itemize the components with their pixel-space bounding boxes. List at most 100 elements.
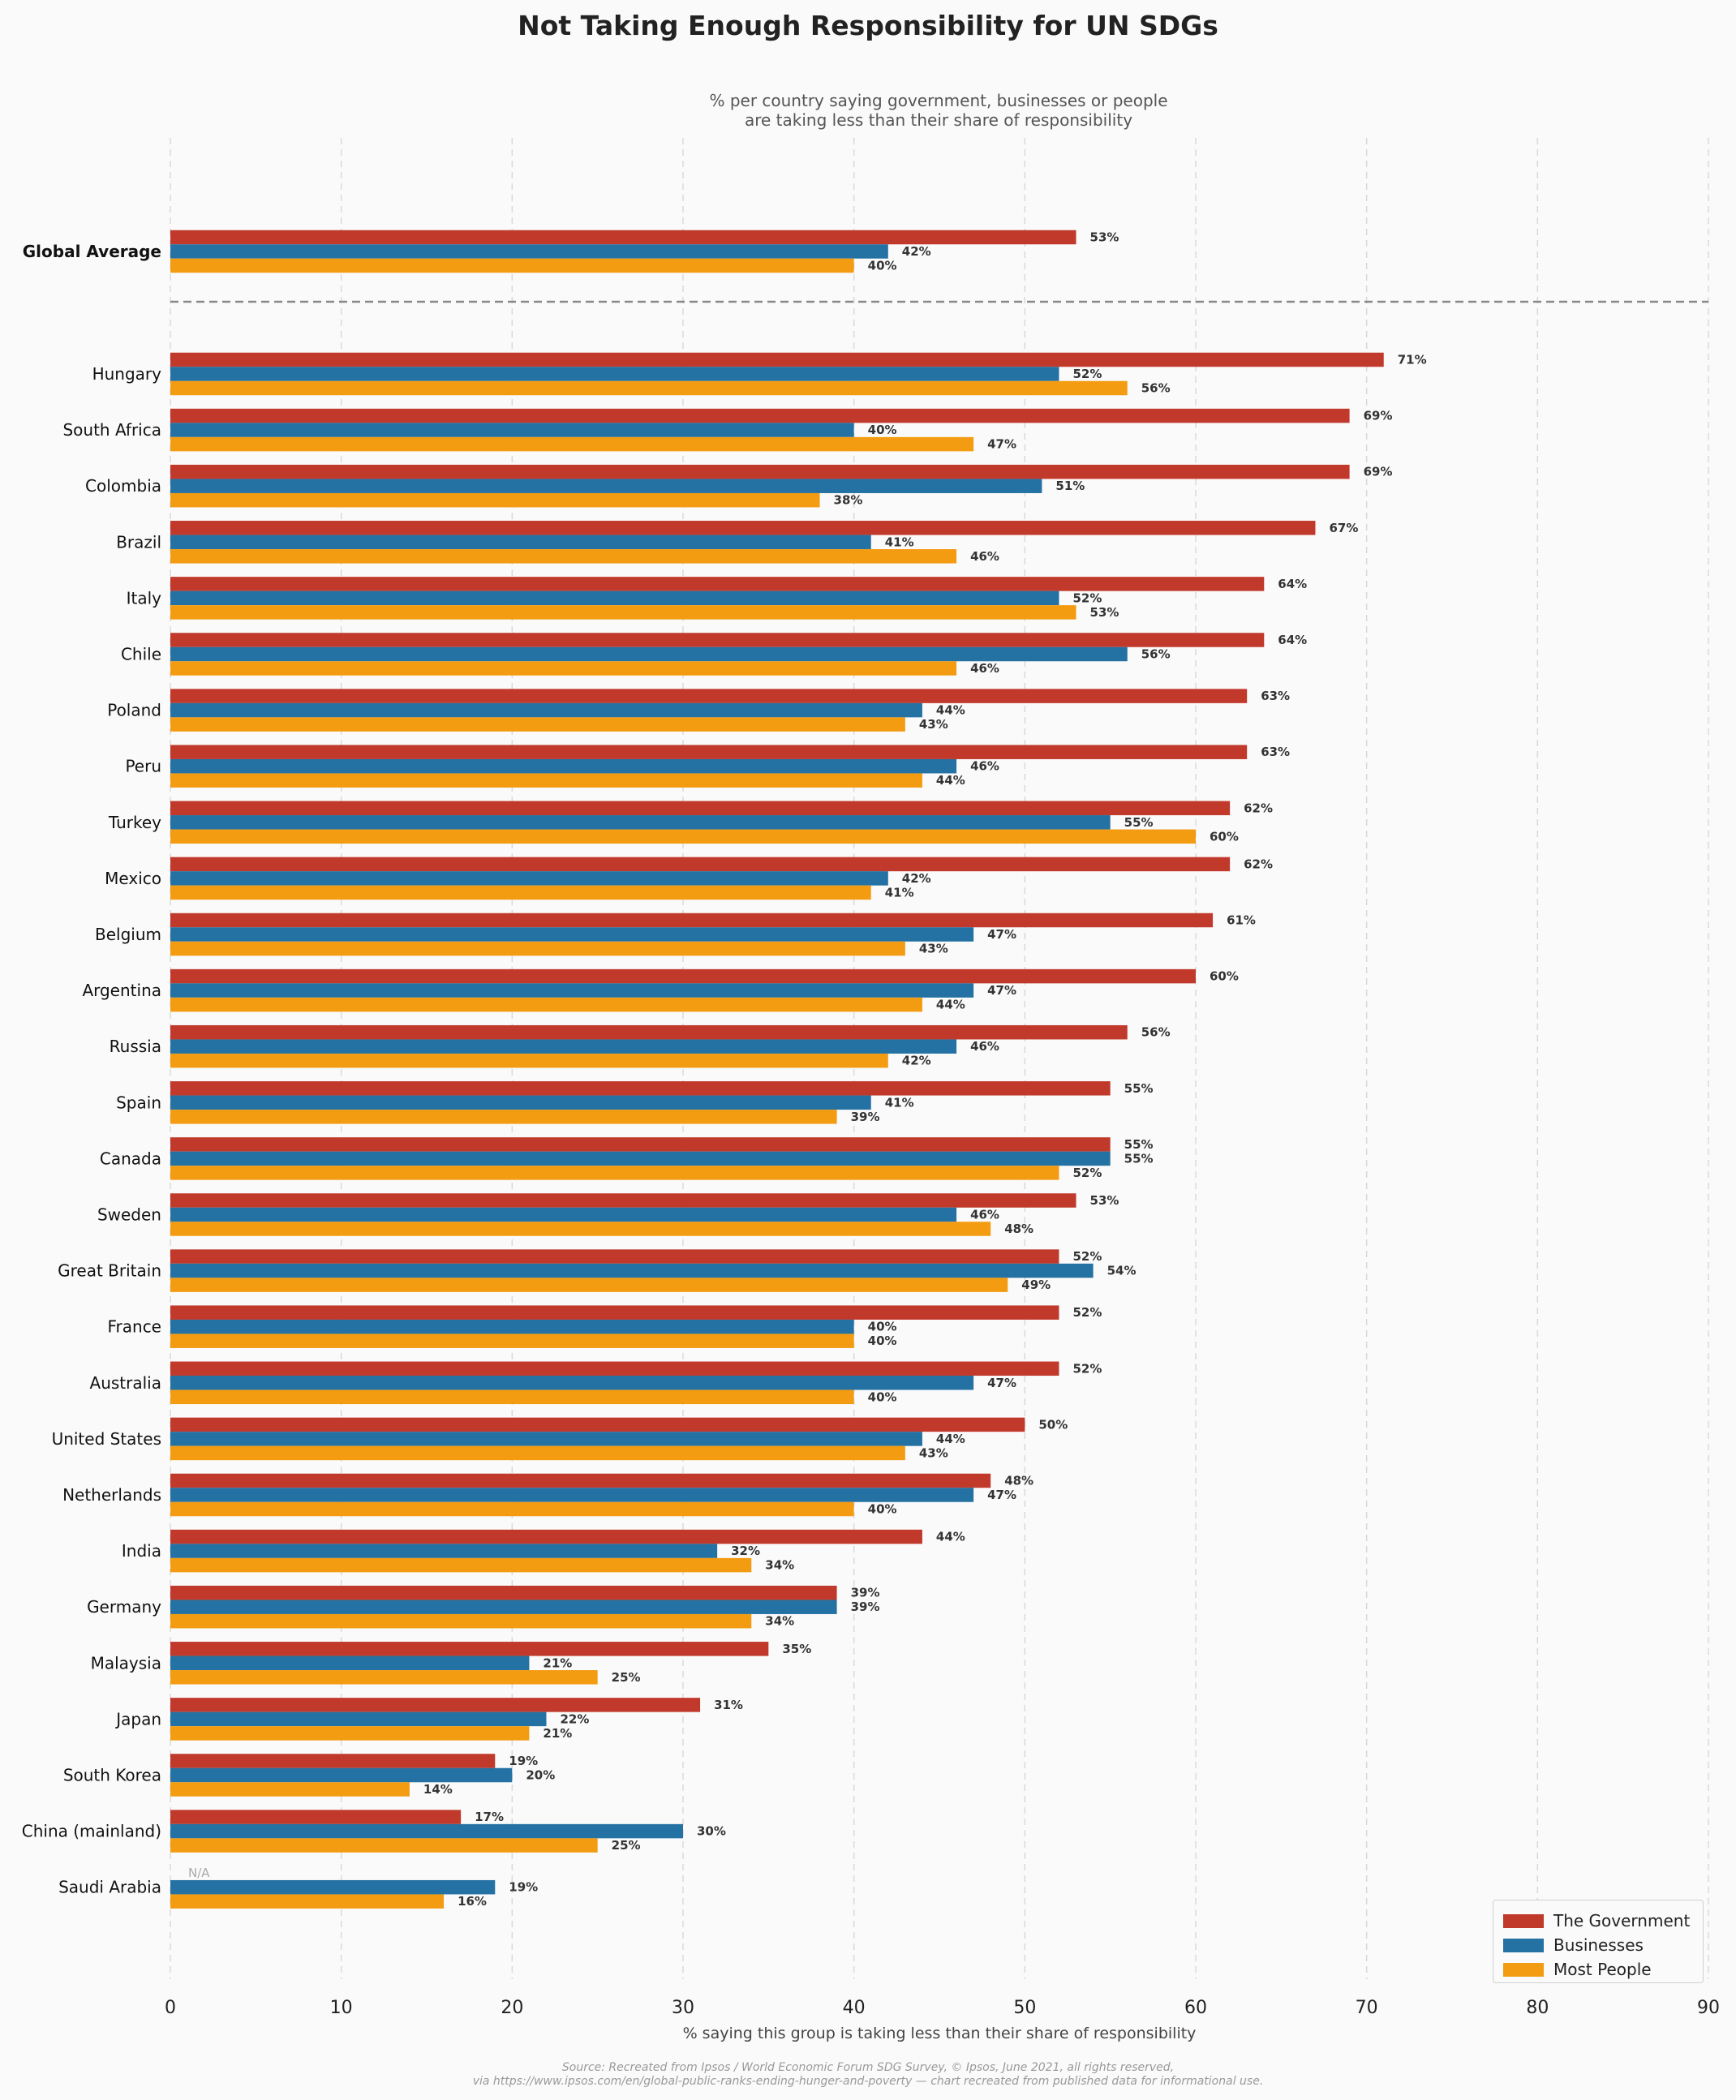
value-label: 43%: [919, 1445, 948, 1460]
value-label: 40%: [868, 259, 897, 273]
value-label: 38%: [834, 493, 863, 508]
value-label: 21%: [543, 1726, 572, 1741]
value-label: 56%: [1141, 381, 1171, 396]
value-label: 47%: [987, 1488, 1016, 1502]
bar: [170, 1501, 854, 1517]
bar: [170, 1557, 752, 1573]
bar: [170, 1473, 991, 1488]
bar: [170, 1698, 701, 1712]
bar: [170, 1670, 598, 1685]
bar: [170, 1081, 1111, 1096]
bar: [170, 801, 1231, 816]
bar: [170, 479, 1042, 493]
value-label: 46%: [970, 759, 999, 774]
bar: [170, 258, 854, 273]
legend-item-businesses: Businesses: [1503, 1933, 1693, 1957]
bar: [170, 1711, 547, 1727]
bar: [170, 1263, 1094, 1278]
chart-title: Not Taking Enough Responsibility for UN …: [518, 10, 1218, 41]
source-line: via https://www.ipsos.com/en/global-publ…: [472, 2075, 1264, 2088]
value-label: 40%: [868, 1320, 897, 1334]
value-label: 55%: [1124, 1081, 1154, 1096]
value-label: 63%: [1261, 689, 1290, 703]
bar: [170, 535, 871, 550]
category-label: Australia: [90, 1373, 161, 1393]
bar: [170, 1166, 1059, 1180]
bar: [170, 1656, 530, 1671]
bar: [170, 717, 905, 732]
value-label: 51%: [1055, 479, 1085, 493]
legend-swatch: [1503, 1938, 1544, 1952]
x-tick-label: 20: [501, 1998, 523, 2018]
bar: [170, 661, 957, 676]
category-label: Saudi Arabia: [58, 1878, 161, 1897]
value-label: 64%: [1278, 633, 1307, 647]
bar: [170, 492, 820, 508]
value-label: 52%: [1072, 590, 1102, 605]
value-label: 44%: [936, 1530, 965, 1544]
category-label: Canada: [100, 1149, 161, 1168]
value-label: 41%: [885, 535, 914, 549]
value-label: 64%: [1278, 577, 1307, 591]
bar: [170, 1529, 922, 1544]
category-label: Russia: [110, 1037, 161, 1056]
bar: [170, 815, 1111, 830]
bar: [170, 646, 1128, 662]
value-label: 60%: [1210, 829, 1239, 844]
value-label: 34%: [765, 1614, 794, 1629]
value-label: 49%: [1021, 1278, 1051, 1292]
bar: [170, 230, 1076, 245]
category-label: Mexico: [105, 869, 161, 888]
value-label: 17%: [475, 1810, 504, 1824]
bar: [170, 1642, 769, 1656]
bar: [170, 1754, 496, 1768]
bar: [170, 1417, 1025, 1432]
bar: [170, 244, 888, 259]
value-label: 55%: [1124, 815, 1154, 830]
category-label: United States: [52, 1429, 161, 1449]
bar: [170, 983, 974, 998]
category-label: Argentina: [82, 981, 161, 1000]
x-tick-label: 70: [1356, 1998, 1378, 2018]
bar: [170, 1544, 718, 1558]
value-label: 40%: [868, 1333, 897, 1348]
value-label: 53%: [1090, 605, 1119, 620]
bar: [170, 1585, 837, 1600]
chart-subtitle: % per country saying government, busines…: [0, 91, 1736, 130]
bar: [170, 1053, 888, 1068]
bar: [170, 1767, 513, 1783]
subtitle-line: % per country saying government, busines…: [709, 91, 1168, 110]
value-label: 20%: [526, 1768, 555, 1783]
value-label: 40%: [868, 1389, 897, 1404]
value-label: 44%: [936, 998, 965, 1012]
bar: [170, 927, 974, 942]
value-label: 41%: [885, 1095, 914, 1110]
bar: [170, 464, 1350, 479]
category-label: Malaysia: [91, 1653, 161, 1673]
bar: [170, 968, 1196, 984]
category-label: Peru: [125, 757, 161, 776]
x-tick-label: 40: [843, 1998, 866, 2018]
bar: [170, 1110, 837, 1124]
bar: [170, 633, 1265, 647]
value-label: 52%: [1072, 1361, 1102, 1376]
bar: [170, 1278, 1008, 1292]
x-tick-label: 0: [165, 1998, 176, 2018]
value-label: 60%: [1210, 969, 1239, 984]
value-label: 22%: [560, 1711, 589, 1726]
bar: [170, 577, 1265, 591]
value-label: 44%: [936, 1432, 965, 1446]
value-label: 47%: [987, 983, 1016, 998]
x-tick-labels: 0 10 20 30 40 50 60 70 80 90: [165, 1998, 1720, 2018]
value-label: 46%: [970, 661, 999, 676]
bar: [170, 1207, 957, 1222]
value-label: 48%: [1004, 1474, 1033, 1488]
category-label: South Africa: [62, 420, 161, 440]
bar: [170, 1823, 683, 1839]
value-label: 46%: [970, 549, 999, 564]
value-label: 39%: [851, 1110, 880, 1124]
value-label: 67%: [1329, 521, 1358, 535]
bar: [170, 1726, 530, 1741]
x-tick-label: 80: [1526, 1998, 1549, 2018]
value-label: 54%: [1107, 1264, 1137, 1278]
